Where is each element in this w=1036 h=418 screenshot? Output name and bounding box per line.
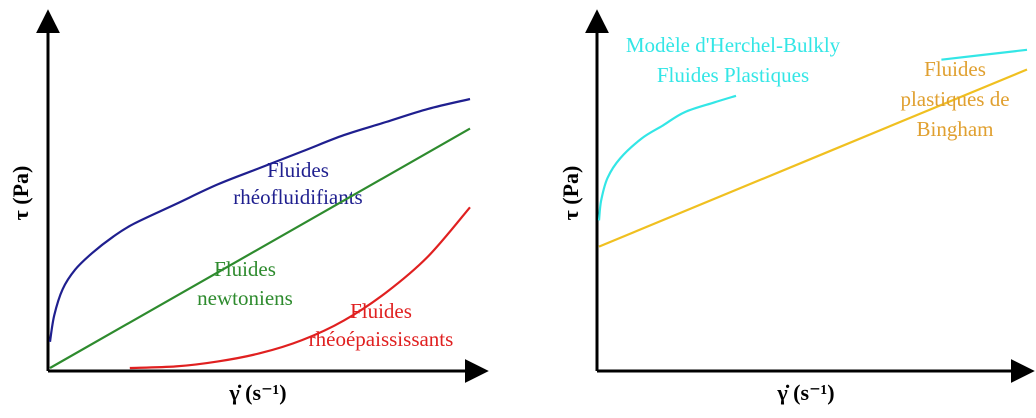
series-label-line: Fluides	[350, 299, 412, 323]
left-y-axis-label: τ (Pa)	[8, 166, 33, 221]
series-line-0-0	[48, 97, 471, 342]
series-label-1-0: Modèle d'Herchel-Bulkly Fluides Plastique…	[626, 33, 841, 87]
series-label-line: rhéofluidifiants	[233, 185, 362, 209]
right-x-axis-label: γ̇ (s⁻¹)	[776, 380, 834, 405]
series-label-line: Fluides	[924, 57, 986, 81]
series-label-line: newtoniens	[197, 286, 293, 310]
series-line-1-1	[598, 68, 1028, 248]
series-line-1-0	[597, 94, 737, 221]
series-label-line: Fluides Plastiques	[657, 63, 809, 87]
left-chart: τ (Pa) γ̇ (s⁻¹) Fluides rhéofluidifiantsF…	[8, 9, 489, 405]
series-label-line: Bingham	[917, 117, 994, 141]
left-series-group: Fluides rhéofluidifiants Fluides newtoniens…	[48, 97, 471, 370]
series-line-0-1	[49, 127, 471, 369]
series-label-0-0: Fluides rhéofluidifiants	[233, 158, 362, 209]
right-chart: τ (Pa) γ̇ (s⁻¹) Modèle d'Herchel-Bulkly F…	[558, 9, 1035, 405]
series-label-1-1: Fluides plastiques de Bingham	[900, 57, 1009, 141]
right-y-axis-label: τ (Pa)	[558, 166, 583, 221]
series-label-line: rhéoépaississants	[309, 327, 454, 351]
series-label-0-1: Fluides newtoniens	[197, 257, 293, 310]
series-label-line: plastiques de	[900, 87, 1009, 111]
series-line-1-0-part1	[941, 48, 1028, 61]
series-line-0-2	[129, 206, 471, 370]
series-label-line: Modèle d'Herchel-Bulkly	[626, 33, 841, 57]
left-x-axis-label: γ̇ (s⁻¹)	[228, 380, 286, 405]
series-label-line: Fluides	[267, 158, 329, 182]
right-series-group: Modèle d'Herchel-Bulkly Fluides Plastique…	[597, 33, 1028, 248]
series-label-line: Fluides	[214, 257, 276, 281]
series-label-0-2: Fluides rhéoépaississants	[309, 299, 454, 351]
